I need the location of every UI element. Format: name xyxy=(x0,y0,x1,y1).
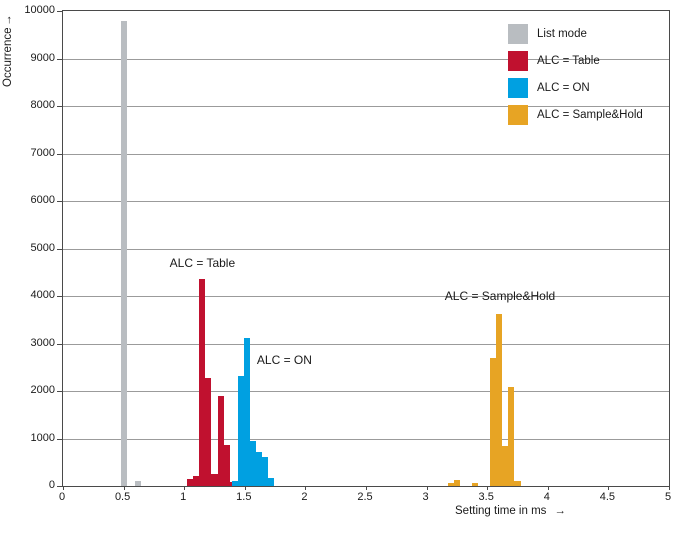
legend-label: ALC = Sample&Hold xyxy=(537,109,643,121)
y-tick-label: 7000 xyxy=(30,146,55,159)
y-tick-mark xyxy=(57,153,62,155)
bar xyxy=(262,456,269,486)
gridline xyxy=(63,296,669,297)
x-tick-label: 2.5 xyxy=(357,491,373,503)
x-tick-mark xyxy=(184,486,186,490)
x-tick-mark xyxy=(669,486,670,490)
legend-swatch xyxy=(508,51,528,71)
x-tick-mark xyxy=(244,486,246,490)
gridline xyxy=(63,201,669,202)
gridline xyxy=(63,438,669,440)
legend-item: ALC = ON xyxy=(508,78,643,98)
legend-item: ALC = Table xyxy=(508,51,643,71)
chart-annotation: ALC = Sample&Hold xyxy=(444,289,556,304)
legend-label: ALC = ON xyxy=(537,82,590,94)
y-tick-label: 2000 xyxy=(30,384,55,396)
bar xyxy=(514,480,521,486)
legend-swatch xyxy=(508,24,528,44)
bar xyxy=(238,375,245,486)
y-tick-mark xyxy=(57,106,62,107)
x-tick-mark xyxy=(63,486,64,490)
y-tick-mark xyxy=(57,58,62,60)
x-tick-mark xyxy=(305,486,307,490)
x-axis-arrow-icon: → xyxy=(554,505,565,517)
x-tick-mark xyxy=(366,486,367,490)
x-tick-label: 1.5 xyxy=(236,491,252,503)
gridline xyxy=(63,343,669,345)
bar xyxy=(502,446,509,486)
bar xyxy=(232,480,239,486)
x-tick-mark xyxy=(487,486,489,490)
legend-item: ALC = Sample&Hold xyxy=(508,105,643,125)
chart-annotation: ALC = ON xyxy=(256,353,312,368)
bar xyxy=(268,478,275,486)
x-tick-mark xyxy=(547,486,549,490)
plot-area: ALC = Table ALC = ON ALC = Sample&Hold xyxy=(57,10,670,490)
y-axis-title: Occurrence→ xyxy=(2,14,14,87)
legend-item: List mode xyxy=(508,24,643,44)
legend-swatch xyxy=(508,105,528,125)
bar xyxy=(187,479,194,486)
bar xyxy=(447,483,454,486)
gridline xyxy=(63,153,669,155)
y-tick-mark xyxy=(57,11,62,12)
bar xyxy=(120,20,127,486)
y-tick-label: 4000 xyxy=(30,289,55,301)
bar xyxy=(199,279,206,486)
gridline xyxy=(63,391,669,392)
chart-annotation: ALC = Table xyxy=(169,255,236,270)
x-tick-label: 3 xyxy=(422,491,429,503)
x-axis-label: Setting time in ms xyxy=(455,505,547,517)
x-tick-label: 4 xyxy=(543,491,550,503)
y-tick-label: 3000 xyxy=(30,336,55,349)
y-tick-mark xyxy=(57,296,62,297)
bar xyxy=(211,473,218,486)
x-tick-label: 2 xyxy=(301,491,308,503)
bar xyxy=(193,476,200,486)
y-tick-mark xyxy=(57,486,62,487)
bar xyxy=(217,395,224,486)
y-tick-mark xyxy=(57,248,62,250)
bar xyxy=(472,483,479,486)
x-tick-mark xyxy=(123,486,125,490)
gridline xyxy=(63,58,669,60)
x-tick-mark xyxy=(608,486,610,490)
y-tick-mark xyxy=(57,391,62,392)
x-tick-label: 1 xyxy=(180,491,187,503)
y-tick-label: 0 xyxy=(48,479,55,491)
bar xyxy=(205,378,212,486)
x-tick-label: 0.5 xyxy=(114,491,131,503)
bar xyxy=(496,314,503,486)
x-tick-label: 5 xyxy=(664,491,672,503)
x-tick-label: 4.5 xyxy=(599,491,616,503)
legend-label: List mode xyxy=(537,28,587,40)
bar xyxy=(250,440,257,486)
legend-swatch xyxy=(508,78,528,98)
y-tick-label: 9000 xyxy=(30,51,55,64)
bar xyxy=(244,338,251,486)
y-tick-mark xyxy=(57,201,62,202)
y-tick-label: 6000 xyxy=(30,194,55,206)
y-tick-mark xyxy=(57,438,62,440)
y-tick-label: 1000 xyxy=(30,431,55,444)
y-tick-label: 8000 xyxy=(30,99,55,111)
gridline xyxy=(63,106,669,107)
x-axis-title: Setting time in ms → xyxy=(455,505,566,517)
x-tick-mark xyxy=(426,486,428,490)
x-tick-label: 3.5 xyxy=(478,491,494,503)
bar xyxy=(453,479,460,486)
bar xyxy=(223,444,230,486)
y-tick-label: 10000 xyxy=(24,4,55,16)
y-tick-mark xyxy=(57,343,62,345)
bar xyxy=(508,387,515,486)
bar xyxy=(256,452,263,486)
x-tick-label: 0 xyxy=(58,491,66,503)
bar xyxy=(490,357,497,486)
gridline xyxy=(63,248,669,250)
legend-label: ALC = Table xyxy=(537,55,600,67)
y-tick-label: 5000 xyxy=(30,241,55,254)
legend: List mode ALC = Table ALC = ON ALC = Sample… xyxy=(508,24,643,125)
bar xyxy=(135,480,142,486)
